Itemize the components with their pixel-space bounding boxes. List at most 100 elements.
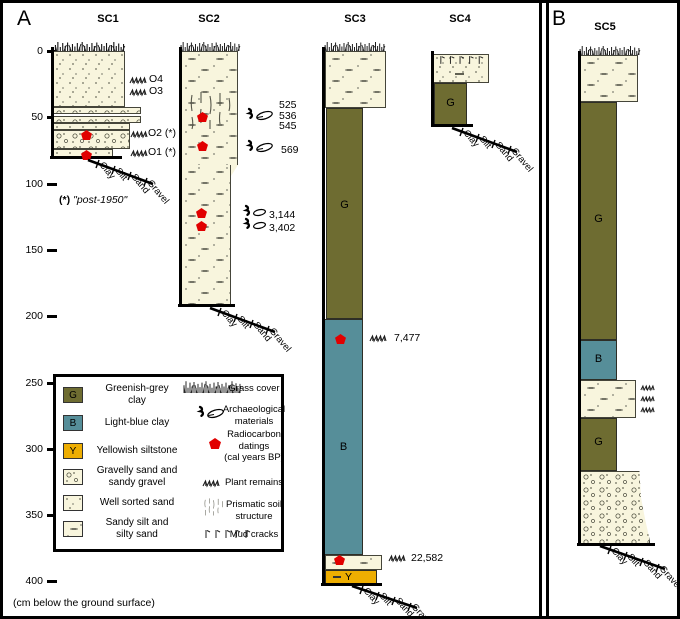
legend-label-line: Archaeological	[222, 404, 286, 415]
siltstone-dash	[333, 576, 341, 578]
sc4-layer-sand	[433, 54, 489, 83]
grain-label-silt: Silt	[113, 166, 130, 183]
legend-label: Light-blue clay	[86, 417, 188, 429]
core-title-sc4: SC4	[449, 13, 471, 25]
plant-remains-icon	[640, 407, 655, 413]
depth-tick-label: 200	[25, 310, 43, 322]
sc1-layer-sand-mid	[53, 123, 130, 130]
sc5-layer-greenish-grey-clay-upper	[580, 102, 617, 340]
legend-label-line: Gravelly sand and	[96, 465, 178, 476]
sc4-baseline	[431, 124, 473, 127]
legend-label: Archaeological materials	[222, 404, 286, 427]
unit-label-b: B	[594, 353, 603, 365]
legend-label-line: Mud cracks	[229, 529, 279, 540]
legend-swatch-sandy-silt	[63, 521, 83, 537]
date-value: 3,144	[269, 209, 296, 221]
grass-cover-icon	[579, 45, 641, 56]
legend-swatch-gravelly-sand	[63, 469, 83, 485]
sc2-left-boundary	[179, 47, 182, 306]
core-title-sc3: SC3	[344, 13, 366, 25]
sc3-layer-greenish-grey-clay	[326, 108, 363, 319]
legend-box: G Greenish-grey clay B Light-blue clay Y…	[53, 374, 286, 552]
sc5-layer-greenish-grey-clay-lower	[580, 418, 617, 471]
legend-label-line: materials	[234, 415, 274, 427]
depth-tick-label: 300	[25, 443, 43, 455]
sc2-step	[231, 165, 238, 176]
sc2-baseline	[178, 304, 235, 307]
sc5-baseline	[577, 543, 655, 546]
date-value: 525	[279, 99, 297, 111]
grain-size-axis-sc3: Clay Silt Sand Gravel	[351, 584, 436, 619]
legend-swatch-light-blue-clay: B	[63, 415, 83, 431]
legend-label-line: clay	[128, 395, 146, 406]
radiocarbon-icon	[196, 221, 207, 231]
radiocarbon-icon	[197, 141, 208, 151]
grain-label-silt: Silt	[625, 552, 642, 569]
depth-tick-mark	[47, 382, 57, 385]
plant-remains-icon	[202, 480, 220, 487]
plant-remains-icon	[129, 89, 147, 96]
sc1-left-boundary	[51, 47, 54, 159]
depth-tick-mark	[47, 249, 57, 252]
legend-label-line: Sandy silt and	[105, 517, 169, 528]
grain-label-silt: Silt	[235, 314, 252, 331]
depth-tick-mark	[47, 580, 57, 583]
mud-cracks-icon	[440, 55, 484, 65]
unit-label-g: G	[594, 436, 603, 448]
grain-size-axis-sc4: Clay Silt Sand Gravel	[451, 126, 535, 175]
panel-a-label: A	[17, 7, 32, 30]
legend-label-line: Prismatic soil	[226, 499, 282, 510]
grain-label-gravel: Gravel	[409, 602, 436, 619]
grain-label-gravel: Gravel	[145, 178, 171, 207]
sc1-layer-gravel-band-2	[53, 116, 141, 123]
legend-label-line: sandy gravel	[108, 477, 166, 488]
date-value: 536	[279, 109, 297, 122]
radiocarbon-icon	[197, 112, 208, 122]
unit-label-y: Y	[345, 571, 353, 583]
plant-remains-icon	[640, 396, 655, 402]
core-title-sc2: SC2	[198, 13, 220, 25]
prismatic-soil-structure-icon	[190, 91, 231, 130]
legend-label-line: Light-blue clay	[104, 417, 170, 428]
legend-label: Well sorted sand	[86, 497, 188, 509]
legend-label-line: Grass cover	[228, 383, 280, 394]
legend-label: Radiocarbon datings (cal years BP)	[222, 429, 286, 464]
legend-label: Prismatic soil structure	[222, 499, 286, 522]
radiocarbon-icon	[209, 438, 221, 449]
radiocarbon-icon	[81, 150, 92, 160]
grain-label-gravel: Gravel	[657, 564, 680, 592]
sc5-layer-silt-mid	[580, 380, 636, 418]
date-value: 7,477	[394, 332, 421, 344]
depth-tick-label: 100	[25, 178, 43, 190]
depth-tick-label: 350	[25, 509, 43, 521]
plant-remains-icon	[640, 385, 655, 391]
radiocarbon-icon	[81, 130, 92, 140]
unit-label-g: G	[340, 199, 349, 211]
legend-label-line: silty sand	[116, 529, 158, 540]
plant-remains-icon	[388, 555, 406, 562]
unit-label-g: G	[446, 97, 455, 109]
grain-label-gravel: Gravel	[509, 146, 535, 175]
date-group-525: 525 536 545	[279, 100, 297, 132]
unit-label-b: B	[339, 441, 348, 453]
depth-tick-mark	[47, 315, 57, 318]
asterisk-marker: (*)	[59, 194, 71, 206]
radiocarbon-icon	[196, 208, 207, 218]
legend-label-line: Plant remains	[224, 477, 284, 488]
depth-tick-label: 250	[25, 377, 43, 389]
sc5-layer-gravelly-sand	[580, 471, 650, 545]
legend-label: Gravelly sand and sandy gravel	[86, 465, 188, 489]
legend-swatch-yellowish-siltstone: Y	[63, 443, 83, 459]
post-1950-text: "post-1950"	[73, 194, 128, 206]
date-value: 3,402	[269, 222, 296, 234]
sc3-layer-silt-upper	[325, 51, 386, 108]
archaeological-materials-icon	[247, 107, 275, 123]
grass-cover-icon	[54, 41, 126, 52]
radiocarbon-icon	[335, 334, 346, 344]
grass-cover-icon	[183, 380, 242, 394]
plant-remains-icon	[130, 131, 148, 138]
legend-label-line: structure	[235, 510, 273, 522]
date-value: 22,582	[411, 552, 444, 564]
depth-tick-label: 0	[37, 45, 43, 57]
